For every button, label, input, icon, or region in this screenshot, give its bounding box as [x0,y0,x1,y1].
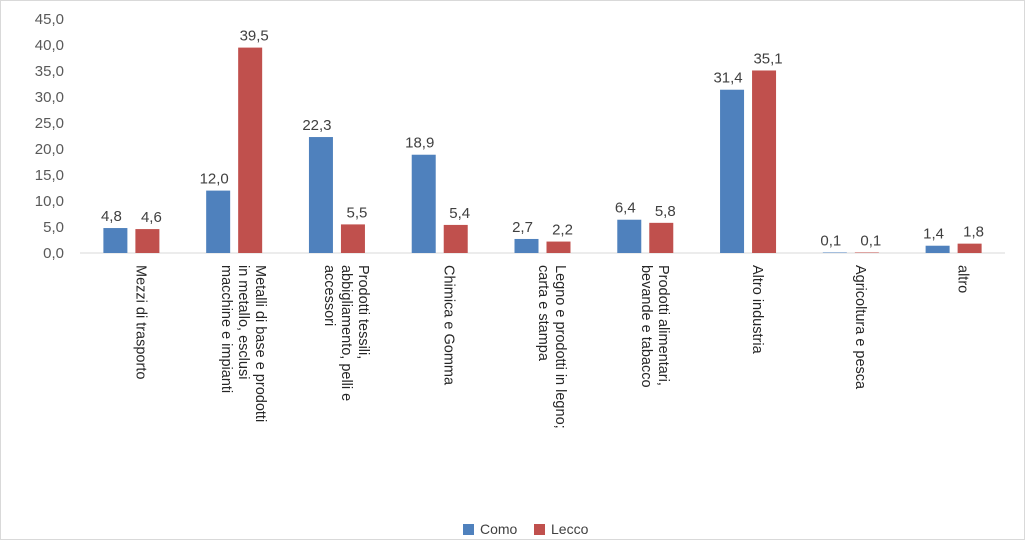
y-tick-label: 10,0 [35,193,64,210]
y-tick-label: 20,0 [35,141,64,158]
y-tick-label: 25,0 [35,115,64,132]
category-label: altro [955,265,971,293]
data-label: 4,6 [141,209,162,226]
category-label: bevande e tabacco [638,265,654,388]
y-tick-label: 0,0 [43,245,64,262]
data-label: 5,8 [655,203,676,220]
bar-como [822,252,847,253]
category-label: carta e stampa [535,265,551,362]
bar-como [206,190,231,253]
legend-label-lecco: Lecco [551,521,589,537]
bar-lecco [340,224,365,253]
bar-como [720,89,745,253]
data-label: 35,1 [753,50,782,67]
bar-lecco [443,224,468,253]
y-tick-label: 40,0 [35,37,64,54]
data-label: 39,5 [240,28,269,45]
category-label: Chimica e Gomma [441,265,457,386]
category-label: in metallo, esclusi [235,265,251,379]
data-label: 12,0 [200,171,229,188]
bar-lecco [752,70,777,253]
category-label: abbigliamento, pelli e [338,265,354,401]
category-label: accessori [321,265,337,326]
bar-lecco [238,47,263,253]
bar-como [411,154,436,253]
bar-como [103,228,128,253]
data-label: 5,5 [347,204,368,221]
data-label: 2,2 [552,222,573,239]
data-label: 1,4 [923,226,944,243]
data-label: 22,3 [302,117,331,134]
bar-como [925,245,950,253]
data-label: 4,8 [101,208,122,225]
data-label: 1,8 [963,224,984,241]
y-tick-label: 30,0 [35,89,64,106]
category-label: Agricoltura e pesca [852,265,868,390]
bar-como [308,137,333,253]
bar-como [514,238,539,253]
bar-lecco [854,252,879,253]
data-label: 0,1 [820,232,841,249]
y-tick-label: 35,0 [35,63,64,80]
data-label: 0,1 [860,232,881,249]
legend-swatch-como [463,524,474,535]
data-label: 5,4 [449,205,470,222]
bar-como [617,219,642,253]
category-label: Prodotti alimentari, [655,265,671,386]
y-tick-label: 45,0 [35,11,64,28]
category-label: Mezzi di trasporto [132,265,148,379]
bar-lecco [546,241,571,253]
y-tick-label: 15,0 [35,167,64,184]
bar-lecco [649,222,674,253]
legend-label-como: Como [480,521,518,537]
y-tick-label: 5,0 [43,219,64,236]
bar-lecco [957,243,982,253]
category-label: Legno e prodotti in legno; [552,265,568,429]
data-label: 6,4 [615,200,636,217]
category-label: Altro industria [749,265,765,355]
bar-lecco [135,229,160,253]
data-label: 2,7 [512,219,533,236]
category-label: Prodotti tessili, [355,265,371,359]
category-label: macchine e impianti [218,265,234,393]
data-label: 31,4 [713,70,742,87]
legend-swatch-lecco [534,524,545,535]
category-label: Metalli di base e prodotti [252,265,268,422]
data-label: 18,9 [405,135,434,152]
